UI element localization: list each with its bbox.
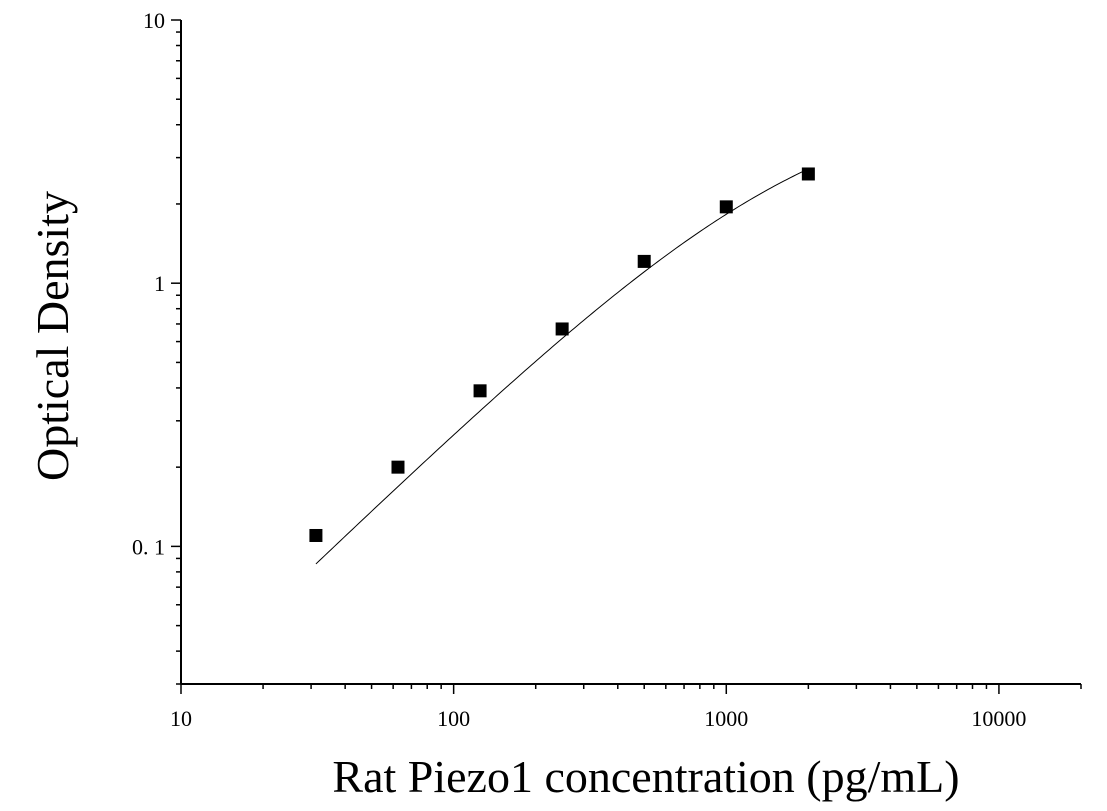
y-tick-label: 1 [154,271,165,296]
x-tick-label: 100 [437,706,470,731]
data-point [309,528,323,542]
ticks-layer [171,19,1082,694]
data-point [391,460,405,474]
x-axis-title: Rat Piezo1 concentration (pg/mL) [332,751,959,802]
x-tick-label: 10 [170,706,192,731]
data-point [473,384,487,398]
x-tick-label: 10000 [971,706,1026,731]
y-tick-labels: 0. 1 1 10 [132,8,165,559]
fit-curve [315,168,809,565]
data-point [555,322,569,336]
data-point [719,200,733,214]
x-tick-label: 1000 [704,706,748,731]
x-tick-labels: 10 100 1000 10000 [170,706,1026,731]
y-tick-label: 10 [143,8,165,33]
data-point [637,254,651,268]
y-axis-title: Optical Density [27,191,78,481]
data-point [801,167,815,181]
y-tick-label: 0. 1 [132,534,165,559]
points-layer [309,167,815,542]
